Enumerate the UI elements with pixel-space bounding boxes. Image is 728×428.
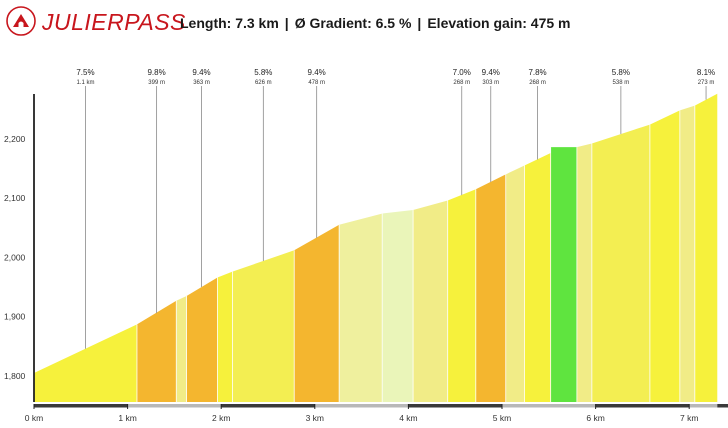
- profile-segment: [217, 271, 233, 402]
- route-stats: Length: 7.3 km | Ø Gradient: 6.5 % | Elevati…: [180, 15, 571, 31]
- gradient-label: 7.8%: [528, 68, 546, 77]
- profile-segment: [382, 209, 414, 402]
- profile-segment: [576, 143, 592, 402]
- x-axis-band: [314, 404, 409, 408]
- gradient-label: 5.8%: [612, 68, 630, 77]
- profile-segment: [176, 295, 187, 402]
- segment-length-label: 268 m: [453, 80, 470, 86]
- profile-segment: [679, 105, 695, 402]
- segment-length-label: 538 m: [613, 80, 630, 86]
- profile-segment: [505, 165, 525, 402]
- stat-separator: |: [284, 15, 289, 31]
- profile-segment: [447, 189, 476, 402]
- x-tick-label: 0 km: [25, 413, 43, 423]
- y-tick-label: 1,900: [4, 312, 26, 322]
- profile-segment: [591, 124, 650, 403]
- profile-segment: [339, 213, 383, 402]
- gradient-label: 7.0%: [453, 68, 471, 77]
- segment-length-label: 273 m: [698, 80, 715, 86]
- segment-length-label: 268 m: [529, 80, 546, 86]
- profile-segment: [34, 324, 137, 402]
- x-axis-band: [595, 404, 690, 408]
- gradient-label: 5.8%: [254, 68, 272, 77]
- y-tick-label: 1,800: [4, 371, 26, 381]
- gradient-label: 7.5%: [76, 68, 94, 77]
- gradient-label: 8.1%: [697, 68, 715, 77]
- elevation-gain-stat: Elevation gain: 475 m: [427, 15, 571, 31]
- x-tick-label: 5 km: [493, 413, 511, 423]
- segment-length-label: 399 m: [148, 80, 165, 86]
- gradient-annotations: 7.5% 1.1 km 9.8% 399 m 9.4% 363 m 5.8% 626 m 9.4…: [76, 68, 715, 349]
- x-tick-label: 4 km: [399, 413, 417, 423]
- x-tick-label: 1 km: [118, 413, 136, 423]
- segment-length-label: 1.1 km: [76, 80, 94, 86]
- segment-length-label: 478 m: [308, 80, 325, 86]
- x-axis-band: [717, 404, 728, 408]
- x-axis-band: [502, 404, 596, 408]
- profile-segment: [186, 277, 218, 402]
- profile-segment: [475, 174, 506, 402]
- profile-segment: [649, 110, 680, 402]
- profile-segment: [524, 153, 551, 402]
- chart-header: JULIERPASS Length: 7.3 km | Ø Gradient: 6.…: [0, 0, 728, 50]
- gradient-label: 9.4%: [192, 68, 210, 77]
- gradient-stat: Ø Gradient: 6.5 %: [294, 15, 412, 31]
- profile-segment: [136, 300, 177, 402]
- profile-segments: [34, 93, 718, 403]
- x-axis-band: [34, 404, 128, 408]
- chart-title: JULIERPASS: [42, 9, 186, 35]
- gradient-label: 9.4%: [308, 68, 326, 77]
- profile-segment: [294, 224, 340, 402]
- gradient-label: 9.8%: [147, 68, 165, 77]
- x-axis-band: [408, 404, 502, 408]
- x-axis-band: [689, 404, 718, 408]
- profile-segment: [550, 147, 577, 402]
- segment-length-label: 626 m: [255, 80, 272, 86]
- chart-axes: 1,800 1,900 2,000 2,100 2,200 0 km 1 km 2 km 3 k…: [4, 94, 728, 423]
- x-tick-label: 2 km: [212, 413, 230, 423]
- segment-length-label: 363 m: [193, 80, 210, 86]
- x-axis-band: [221, 404, 315, 408]
- x-tick-label: 6 km: [586, 413, 604, 423]
- profile-segment: [413, 200, 448, 402]
- profile-segment: [232, 250, 295, 402]
- x-tick-label: 7 km: [680, 413, 698, 423]
- length-stat: Length: 7.3 km: [180, 15, 279, 31]
- pass-logo-icon: [6, 6, 36, 36]
- x-axis-band: [127, 404, 222, 408]
- segment-length-label: 303 m: [482, 80, 499, 86]
- stat-separator: |: [417, 15, 422, 31]
- y-tick-label: 2,100: [4, 193, 26, 203]
- profile-segment: [694, 93, 718, 403]
- y-tick-label: 2,000: [4, 252, 26, 262]
- gradient-label: 9.4%: [482, 68, 500, 77]
- x-tick-label: 3 km: [306, 413, 324, 423]
- y-tick-label: 2,200: [4, 134, 26, 144]
